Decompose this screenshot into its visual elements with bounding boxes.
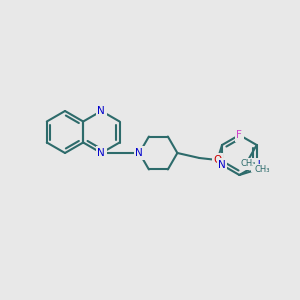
Text: F: F: [236, 130, 242, 140]
Text: N: N: [98, 148, 105, 158]
Text: N: N: [98, 106, 105, 116]
Text: N: N: [253, 160, 261, 170]
Text: CH₃: CH₃: [241, 160, 256, 169]
Text: CH₃: CH₃: [255, 166, 270, 175]
Text: N: N: [136, 148, 143, 158]
Text: O: O: [213, 155, 221, 165]
Text: N: N: [218, 160, 226, 170]
